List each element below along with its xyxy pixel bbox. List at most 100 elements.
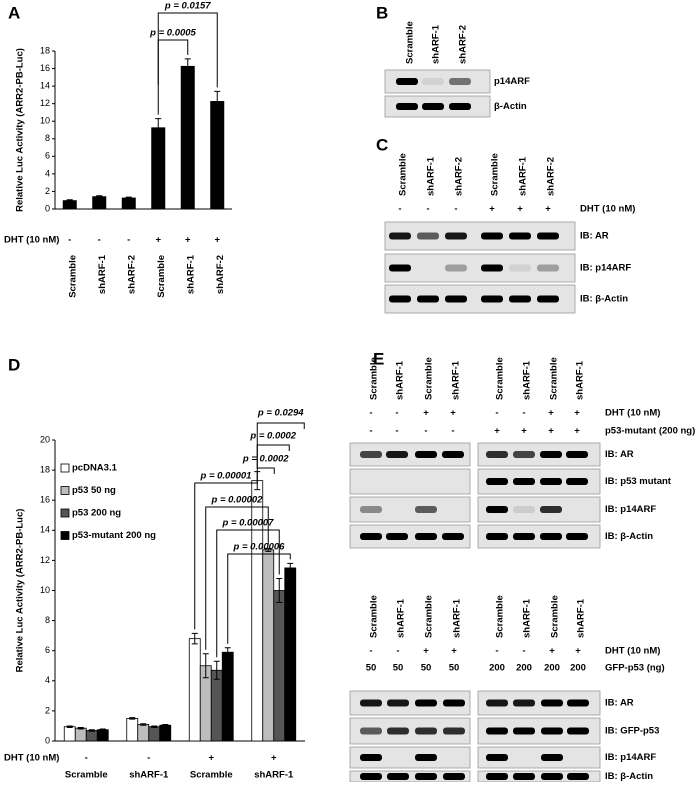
significance-label: p = 0.0005 <box>149 28 196 39</box>
treatment-mark: - <box>369 408 372 419</box>
treatment-mark: - <box>495 408 498 419</box>
band <box>509 264 531 272</box>
y-tick-label: 16 <box>40 495 50 505</box>
treatment-mark: + <box>423 408 429 419</box>
y-axis-label: Relative Luc Activity (ARR2-PB-Luc) <box>15 509 26 673</box>
treatment-mark: - <box>127 235 130 246</box>
treatment-mark: + <box>548 408 554 419</box>
significance-label: p = 0.00007 <box>222 518 275 529</box>
x-tick-label: shARF-1 <box>185 254 196 294</box>
treatment-mark: + <box>214 235 220 246</box>
lane-label: shARF-1 <box>452 598 463 638</box>
row-label: IB: GFP-p53 <box>605 726 659 737</box>
x-tick-label: shARF-2 <box>126 255 137 294</box>
band <box>486 451 508 458</box>
y-tick-label: 0 <box>45 203 50 213</box>
band <box>567 727 589 735</box>
treatment-mark: + <box>423 646 429 657</box>
significance-label: p = 0.0002 <box>249 431 296 442</box>
treatment-mark: + <box>517 204 523 215</box>
blot-strip <box>349 468 471 495</box>
lane-label: Scramble <box>424 595 435 638</box>
band <box>566 451 588 458</box>
band <box>449 78 471 85</box>
blot-strip <box>384 69 491 94</box>
lane-label: Scramble <box>495 595 506 638</box>
error-bar <box>184 58 191 74</box>
treatment-mark: + <box>208 753 214 764</box>
band <box>415 754 437 761</box>
lane-label: shARF-1 <box>451 360 462 400</box>
band <box>481 264 503 272</box>
row-label: IB: AR <box>605 449 634 460</box>
band <box>537 264 559 272</box>
treatment-mark: - <box>522 408 525 419</box>
error-bar <box>129 717 136 720</box>
significance-bracket <box>227 553 291 644</box>
treatment-label: DHT (10 nM) <box>4 753 59 764</box>
bar <box>210 101 225 209</box>
band <box>443 727 465 735</box>
lane-label: Scramble <box>550 595 561 638</box>
band <box>387 727 409 735</box>
band <box>415 699 437 707</box>
lane-label: shARF-1 <box>518 156 529 196</box>
error-bar <box>162 723 169 727</box>
band <box>360 533 382 540</box>
band <box>486 727 508 735</box>
treatment-mark: + <box>450 408 456 419</box>
error-bar <box>224 647 231 658</box>
treatment-mark: - <box>454 204 457 215</box>
treatment-mark: + <box>574 408 580 419</box>
y-tick-label: 20 <box>40 434 50 444</box>
band <box>481 295 503 303</box>
blot-strip <box>349 442 471 467</box>
band <box>415 451 437 458</box>
significance-label: p = 0.0157 <box>164 1 211 12</box>
legend-label: pcDNA3.1 <box>72 463 118 474</box>
bar <box>159 724 172 742</box>
treatment-label: DHT (10 nM) <box>605 646 660 657</box>
band <box>513 478 535 485</box>
lane-label: shARF-1 <box>426 156 437 196</box>
blot-strip <box>349 496 471 523</box>
treatment-mark: + <box>489 204 495 215</box>
panel-letter: C <box>376 135 388 154</box>
treatment-mark: + <box>549 646 555 657</box>
band <box>389 295 411 303</box>
treatment-mark: - <box>395 426 398 437</box>
lane-label: shARF-1 <box>575 360 586 400</box>
bar <box>74 727 87 742</box>
lane-label: Scramble <box>398 153 409 196</box>
row-label: IB: β-Actin <box>605 531 653 542</box>
treatment-label: p53-mutant (200 ng) <box>605 426 695 437</box>
band <box>486 754 508 761</box>
band <box>486 699 508 707</box>
y-tick-label: 4 <box>45 168 50 178</box>
treatment-label: DHT (10 nM) <box>4 235 59 246</box>
y-axis-label: Relative Luc Activity (ARR2-PB-Luc) <box>15 48 26 212</box>
error-bar <box>265 547 272 552</box>
treatment-mark: - <box>85 753 88 764</box>
treatment-mark: 50 <box>449 663 460 674</box>
legend-swatch <box>60 531 70 540</box>
error-bar <box>151 725 158 728</box>
bar <box>121 197 136 209</box>
band <box>360 773 382 780</box>
band <box>486 506 508 513</box>
error-bar <box>287 562 294 573</box>
row-label: IB: AR <box>580 231 609 242</box>
bar <box>126 718 139 742</box>
x-tick-label: Scramble <box>156 255 167 298</box>
treatment-mark: 200 <box>516 663 532 674</box>
error-bar <box>66 199 73 202</box>
band <box>541 699 563 707</box>
treatment-mark: 200 <box>570 663 586 674</box>
significance-label: p = 0.0294 <box>257 408 304 419</box>
error-bar <box>88 729 95 732</box>
error-bar <box>191 632 198 645</box>
lane-label: Scramble <box>495 357 506 400</box>
lane-label: shARF-1 <box>431 24 442 64</box>
